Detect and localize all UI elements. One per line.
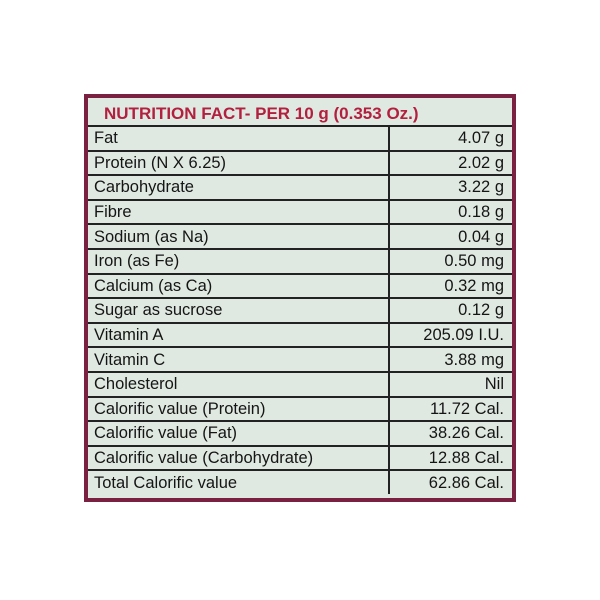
nutrient-value: 0.32 mg	[388, 273, 512, 300]
table-row: Sodium (as Na) 0.04 g	[88, 224, 512, 250]
nutrient-label: Fat	[88, 127, 389, 152]
nutrient-value: 38.26 Cal.	[388, 421, 512, 447]
nutrient-value: 0.18 g	[388, 199, 512, 226]
table-row: Total Calorific value 62.86 Cal.	[88, 470, 512, 494]
nutrition-title: NUTRITION FACT- PER 10 g (0.353 Oz.)	[88, 98, 512, 127]
nutrient-label: Fibre	[88, 199, 389, 226]
nutrition-label: NUTRITION FACT- PER 10 g (0.353 Oz.) Fat…	[84, 94, 516, 502]
table-row: Protein (N X 6.25) 2.02 g	[88, 150, 512, 177]
nutrient-label: Cholesterol	[88, 371, 389, 398]
nutrient-value: 4.07 g	[388, 127, 512, 152]
nutrient-value: 12.88 Cal.	[388, 445, 512, 472]
nutrient-label: Total Calorific value	[94, 473, 238, 492]
table-row: Cholesterol Nil	[88, 371, 512, 398]
table-row: Vitamin A 205.09 I.U.	[88, 322, 512, 349]
nutrition-panel: NUTRITION FACT- PER 10 g (0.353 Oz.) Fat…	[88, 98, 512, 498]
nutrient-label: Calcium (as Ca)	[88, 273, 389, 300]
nutrient-value: 3.22 g	[388, 175, 512, 201]
table-row: Fat 4.07 g	[88, 127, 512, 152]
nutrient-label: Calorific value (Carbohydrate)	[88, 445, 389, 472]
table-row: Calorific value (Carbohydrate) 12.88 Cal.	[88, 445, 512, 472]
table-row: Calcium (as Ca) 0.32 mg	[88, 273, 512, 300]
nutrient-value: 0.50 mg	[388, 248, 512, 275]
nutrient-label: Iron (as Fe)	[88, 248, 389, 275]
nutrient-label: Sugar as sucrose	[88, 298, 389, 324]
nutrient-value: 0.04 g	[388, 224, 512, 250]
nutrient-value: 2.02 g	[388, 150, 512, 177]
nutrient-value: Nil	[388, 371, 512, 398]
nutrient-label: Protein (N X 6.25)	[88, 150, 389, 177]
nutrient-value: 0.12 g	[388, 298, 512, 324]
nutrient-label: Carbohydrate	[88, 175, 389, 201]
nutrient-label: Sodium (as Na)	[88, 224, 389, 250]
nutrient-value: 11.72 Cal.	[388, 396, 512, 423]
nutrient-value: 205.09 I.U.	[388, 322, 512, 349]
nutrient-value: 3.88 mg	[388, 347, 512, 373]
nutrient-label: Vitamin A	[88, 322, 389, 349]
table-row: Fibre 0.18 g	[88, 199, 512, 226]
table-row: Calorific value (Protein) 11.72 Cal.	[88, 396, 512, 423]
nutrient-label: Vitamin C	[88, 347, 389, 373]
nutrient-value: 62.86 Cal.	[388, 470, 512, 494]
nutrient-label: Calorific value (Protein)	[88, 396, 389, 423]
table-row: Vitamin C 3.88 mg	[88, 347, 512, 373]
table-row: Iron (as Fe) 0.50 mg	[88, 248, 512, 275]
nutrition-table: Fat 4.07 g Protein (N X 6.25) 2.02 g Carbohy…	[88, 127, 512, 494]
table-row: Calorific value (Fat) 38.26 Cal.	[88, 421, 512, 447]
nutrient-label: Calorific value (Fat)	[88, 421, 389, 447]
table-row: Carbohydrate 3.22 g	[88, 175, 512, 201]
table-row: Sugar as sucrose 0.12 g	[88, 298, 512, 324]
